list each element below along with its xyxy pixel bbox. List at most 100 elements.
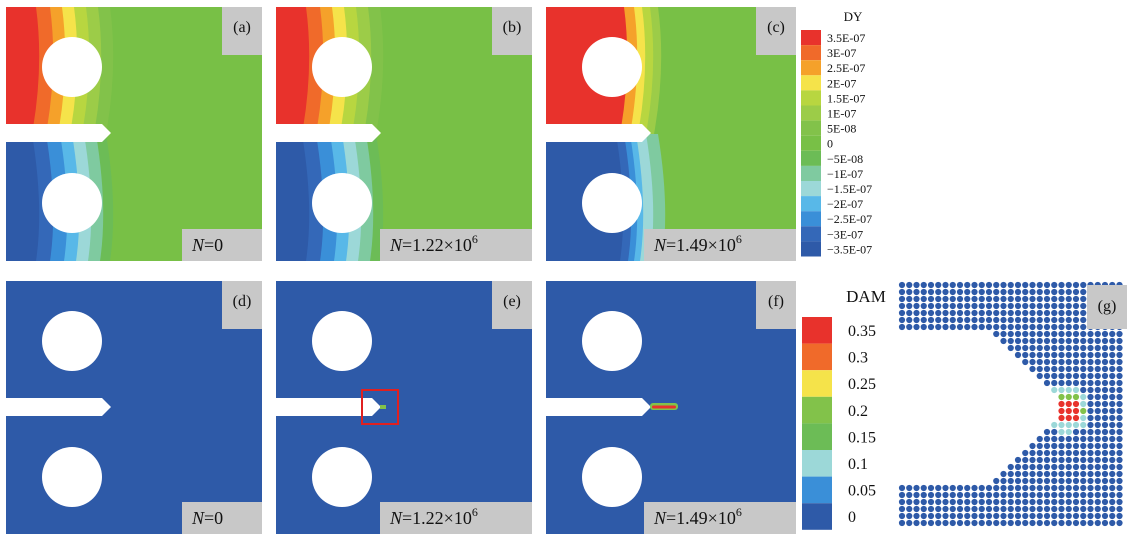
particle: [1072, 337, 1080, 345]
particle: [1014, 505, 1022, 513]
particle: [1022, 302, 1029, 310]
particle: [993, 330, 1000, 338]
particle: [956, 309, 964, 317]
particle: [1080, 470, 1087, 478]
particle: [935, 316, 942, 324]
particle: [1087, 449, 1094, 457]
particle: [1058, 505, 1065, 513]
particle: [1094, 498, 1101, 506]
particle: [1036, 316, 1043, 324]
particle: [949, 505, 956, 513]
dam-tick-label: 0.2: [848, 403, 868, 420]
particle: [898, 519, 906, 527]
particle: [1094, 491, 1101, 499]
particle: [949, 498, 956, 506]
particle: [1000, 281, 1007, 289]
particle: [1058, 281, 1065, 289]
particle: [1029, 505, 1036, 513]
particle: [1065, 344, 1072, 352]
particle: [956, 288, 964, 296]
particle: [971, 519, 978, 527]
particle: [1080, 316, 1087, 324]
particle: [1029, 309, 1036, 317]
particle: [1116, 393, 1123, 401]
cycle-count-value: =1.22×10: [402, 235, 472, 255]
particle: [898, 295, 906, 303]
particle: [993, 295, 1000, 303]
particle: [920, 323, 927, 331]
particle: [1072, 393, 1080, 401]
particle: [1007, 344, 1014, 352]
particle: [1109, 442, 1116, 450]
particle: [1094, 379, 1101, 387]
dy-tick-label: 1.5E-07: [827, 91, 865, 105]
particle: [906, 295, 913, 303]
particle: [1043, 449, 1051, 457]
dy-tick-label: 5E-08: [827, 122, 856, 136]
cycle-count-value: =1.22×10: [402, 508, 472, 528]
particle: [935, 484, 942, 492]
particle: [1058, 337, 1065, 345]
particle: [927, 505, 935, 513]
particle: [949, 512, 956, 520]
panel-tag-box: [492, 281, 532, 329]
particle: [956, 491, 964, 499]
particle: [1080, 421, 1087, 429]
particle: [1036, 484, 1043, 492]
particle: [1109, 463, 1116, 471]
hole-upper: [582, 311, 642, 371]
particle: [1022, 491, 1029, 499]
particle: [1072, 295, 1080, 303]
particle: [1065, 449, 1072, 457]
particle: [956, 302, 964, 310]
particle: [1058, 295, 1065, 303]
particle: [1087, 330, 1094, 338]
particle: [906, 323, 913, 331]
particle: [1029, 477, 1036, 485]
particle: [1058, 491, 1065, 499]
particle: [1043, 295, 1051, 303]
particle: [964, 498, 971, 506]
particle: [1014, 323, 1022, 331]
particle: [1022, 344, 1029, 352]
particle: [913, 484, 920, 492]
hole-upper: [42, 37, 102, 97]
particle: [1029, 358, 1036, 366]
particle: [1043, 442, 1051, 450]
particle: [1094, 365, 1101, 373]
particle: [1051, 323, 1058, 331]
hole-upper: [42, 311, 102, 371]
cycle-count-symbol: N: [191, 235, 205, 255]
particle: [1109, 372, 1116, 380]
dy-tick-label: 3.5E-07: [827, 31, 865, 45]
hole-lower: [42, 173, 102, 233]
particle: [1014, 512, 1022, 520]
dam-color-swatch: [802, 476, 832, 504]
particle: [1101, 351, 1109, 359]
particle: [898, 491, 906, 499]
particle: [1116, 428, 1123, 436]
particle: [1109, 477, 1116, 485]
particle: [1051, 351, 1058, 359]
particle: [1058, 421, 1065, 429]
particle: [1000, 288, 1007, 296]
particle: [942, 295, 949, 303]
particle: [1116, 337, 1123, 345]
panel-tag-box: [1087, 285, 1127, 329]
panel-a: (a) N=0: [6, 7, 262, 261]
highlight-box: [361, 389, 399, 425]
particle: [964, 519, 971, 527]
particle: [1080, 400, 1087, 408]
particle: [1058, 316, 1065, 324]
particle: [1043, 484, 1051, 492]
particle: [985, 302, 993, 310]
cycle-count-value: =1.49×10: [666, 235, 736, 255]
particle: [1094, 421, 1101, 429]
particle: [1029, 302, 1036, 310]
particle: [1014, 484, 1022, 492]
particle: [1036, 498, 1043, 506]
dy-tick-label: −2.5E-07: [827, 212, 872, 226]
particle: [1072, 512, 1080, 520]
particle: [1051, 316, 1058, 324]
